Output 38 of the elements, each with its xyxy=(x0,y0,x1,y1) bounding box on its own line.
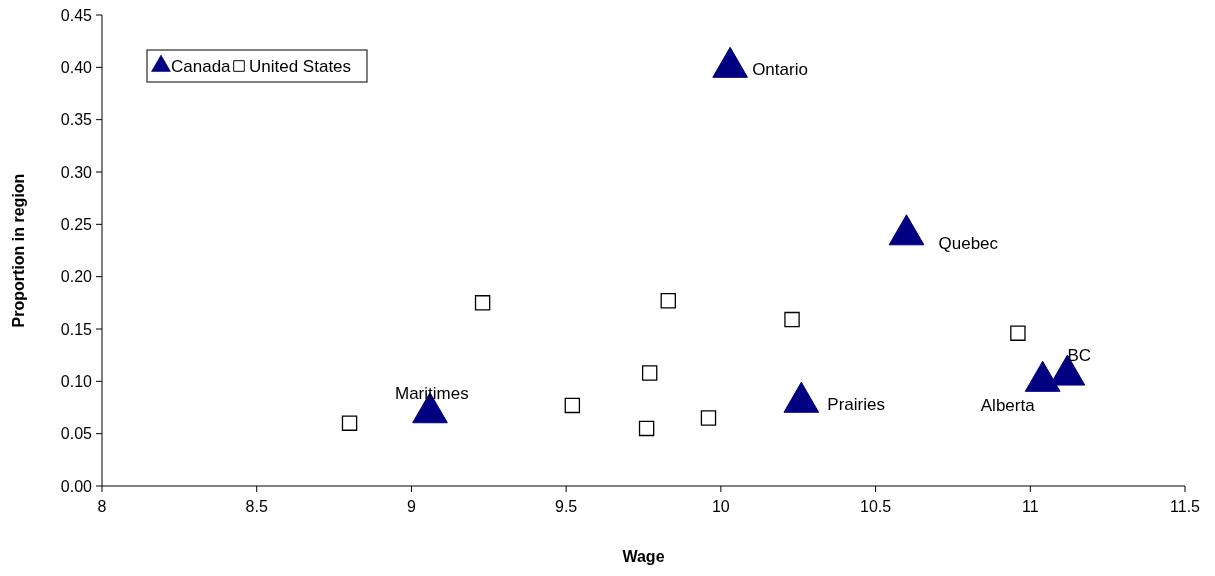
point xyxy=(638,420,655,437)
annotation: Prairies xyxy=(827,395,885,415)
y-tick-label: 0.25 xyxy=(60,215,93,233)
point xyxy=(474,295,491,311)
y-tick-label: 0.15 xyxy=(60,320,93,338)
y-axis-title: Proportion in region xyxy=(10,173,27,328)
x-tick-label: 10.5 xyxy=(860,498,892,515)
point xyxy=(341,415,358,431)
y-tick-label: 0.00 xyxy=(60,477,93,495)
x-tick-label: 9 xyxy=(406,498,416,515)
legend-label: United States xyxy=(249,56,352,76)
x-tick-label: 11 xyxy=(1021,498,1039,515)
x-tick-label: 10 xyxy=(711,498,730,515)
y-tick-label: 0.45 xyxy=(60,6,93,24)
y-tick-label: 0.40 xyxy=(60,58,93,76)
point xyxy=(641,365,658,381)
annotation: Maritimes xyxy=(394,383,469,403)
annotation: BC xyxy=(1067,346,1092,366)
point xyxy=(712,46,748,78)
point xyxy=(1010,325,1026,341)
x-axis-title: Wage xyxy=(622,548,665,565)
annotation: Quebec xyxy=(938,233,999,253)
y-tick-label: 0.35 xyxy=(60,111,93,129)
y-tick-label: 0.30 xyxy=(60,163,93,181)
point xyxy=(700,410,717,426)
point xyxy=(784,311,800,328)
x-tick-label: 8 xyxy=(97,498,107,515)
y-tick-label: 0.20 xyxy=(60,268,93,286)
y-tick-label: 0.10 xyxy=(60,372,93,390)
point xyxy=(660,293,676,309)
y-tick-label: 0.05 xyxy=(60,425,93,443)
annotation: Ontario xyxy=(752,60,808,80)
x-tick-label: 9.5 xyxy=(555,498,578,515)
point xyxy=(564,397,581,414)
legend-label: Canada xyxy=(171,56,232,76)
x-tick-label: 8.5 xyxy=(245,498,268,515)
x-tick-label: 11.5 xyxy=(1170,498,1201,515)
annotation: Alberta xyxy=(980,396,1036,416)
